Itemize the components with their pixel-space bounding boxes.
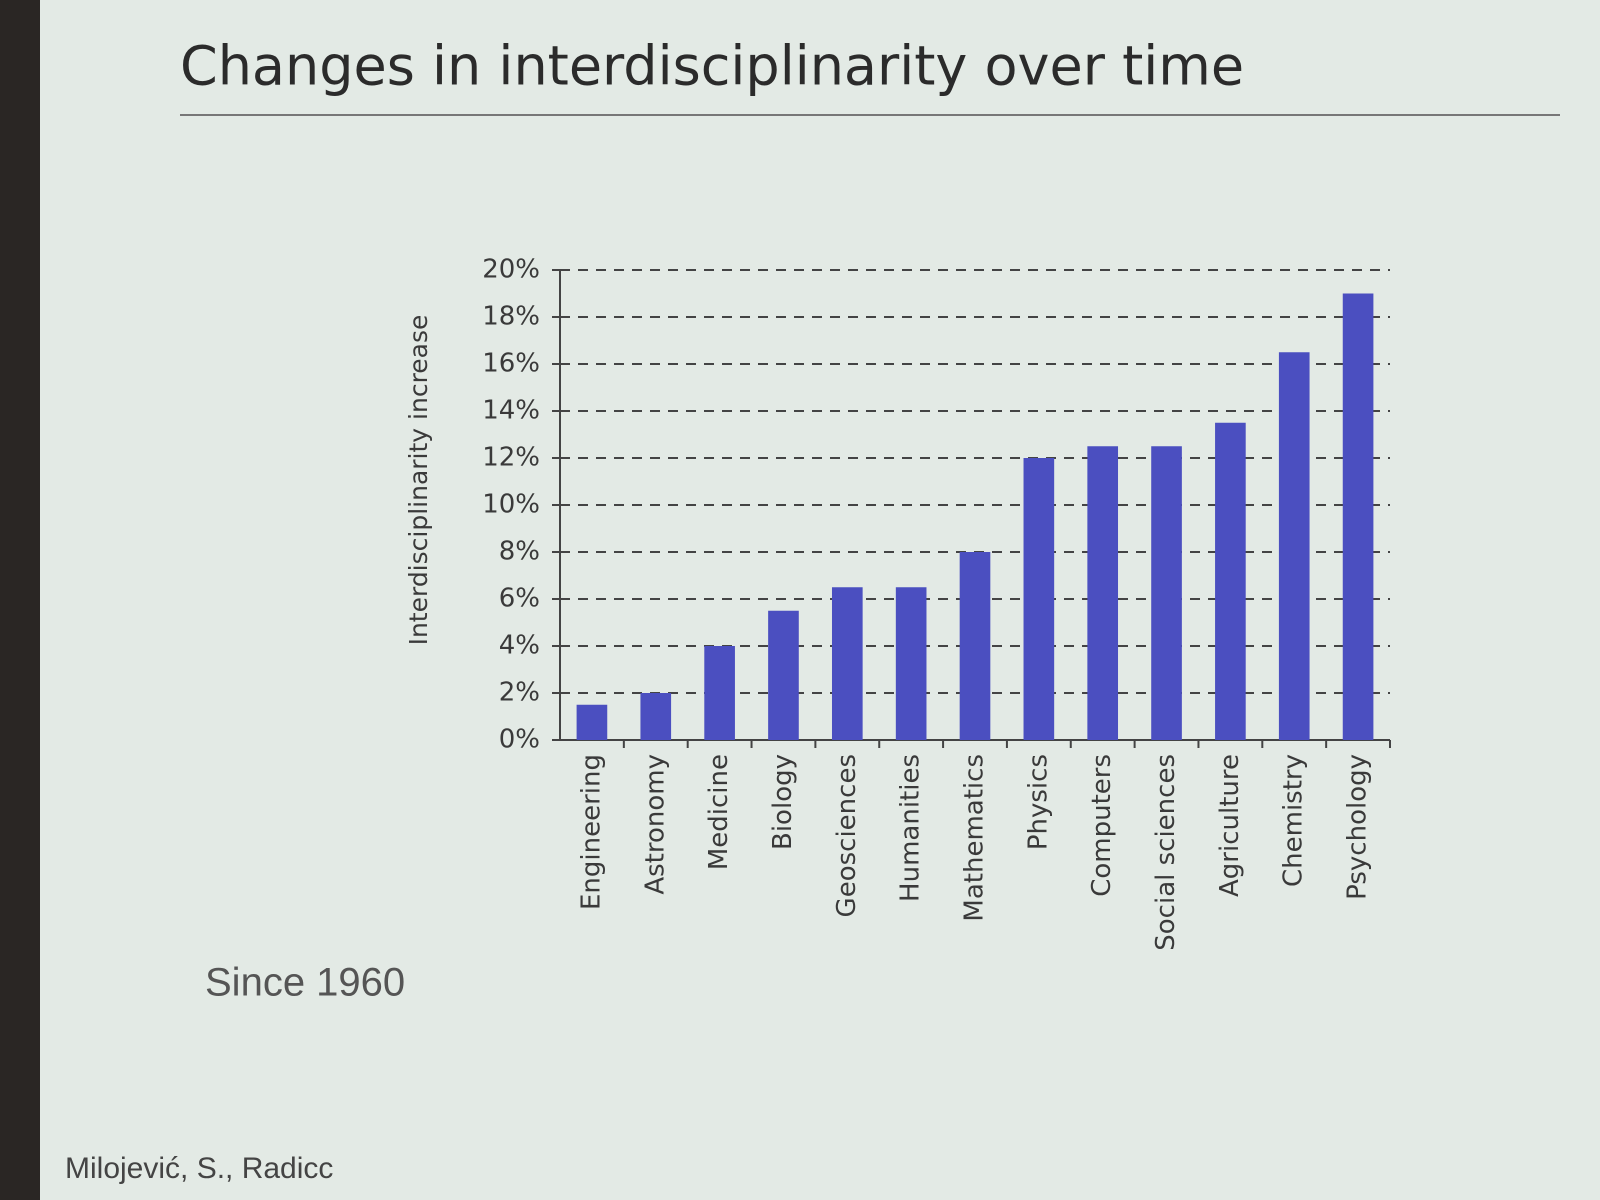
x-tick-label: Biology xyxy=(768,754,798,850)
x-tick-label: Social sciences xyxy=(1151,754,1181,951)
y-tick-label: 10% xyxy=(482,490,540,520)
x-tick-label: Astronomy xyxy=(640,754,670,895)
y-tick-label: 0% xyxy=(499,725,540,755)
bar xyxy=(1023,458,1055,740)
x-tick-label: Computers xyxy=(1087,754,1117,897)
bar xyxy=(704,646,735,740)
bar xyxy=(1342,293,1374,740)
bar xyxy=(895,587,927,740)
x-tick-label: Chemistry xyxy=(1279,754,1309,887)
x-tick-label: Psychology xyxy=(1343,754,1373,900)
x-tick-label: Geosciences xyxy=(832,754,862,917)
bar xyxy=(1151,446,1182,740)
x-tick-label: Humanities xyxy=(896,754,926,902)
y-tick-label: 16% xyxy=(482,349,540,379)
bar xyxy=(831,587,863,740)
y-tick-label: 6% xyxy=(499,584,540,614)
x-tick-label: Mathematics xyxy=(960,754,990,922)
x-tick-label: Agriculture xyxy=(1215,754,1245,897)
bar xyxy=(768,610,799,740)
bar xyxy=(1087,446,1119,740)
y-tick-label: 4% xyxy=(499,631,540,661)
bar xyxy=(1215,422,1246,740)
y-tick-label: 12% xyxy=(482,443,540,473)
y-tick-label: 8% xyxy=(499,537,540,567)
y-tick-label: 2% xyxy=(499,678,540,708)
bar xyxy=(959,552,991,740)
y-axis-label: Interdisciplinarity increase xyxy=(404,315,433,646)
y-tick-label: 20% xyxy=(482,255,540,285)
annotation: Since 1960 xyxy=(205,961,405,1005)
y-tick-label: 18% xyxy=(482,302,540,332)
chart-title: Changes in interdisciplinarity over time xyxy=(180,35,1244,98)
y-tick-label: 14% xyxy=(482,396,540,426)
x-tick-label: Medicine xyxy=(704,754,734,870)
citation: Milojević, S., Radicc xyxy=(65,1152,333,1185)
bar xyxy=(576,704,608,740)
bar xyxy=(1278,352,1310,740)
bar xyxy=(640,693,672,740)
x-tick-label: Physics xyxy=(1023,754,1053,850)
x-tick-label: Engineering xyxy=(576,754,606,910)
